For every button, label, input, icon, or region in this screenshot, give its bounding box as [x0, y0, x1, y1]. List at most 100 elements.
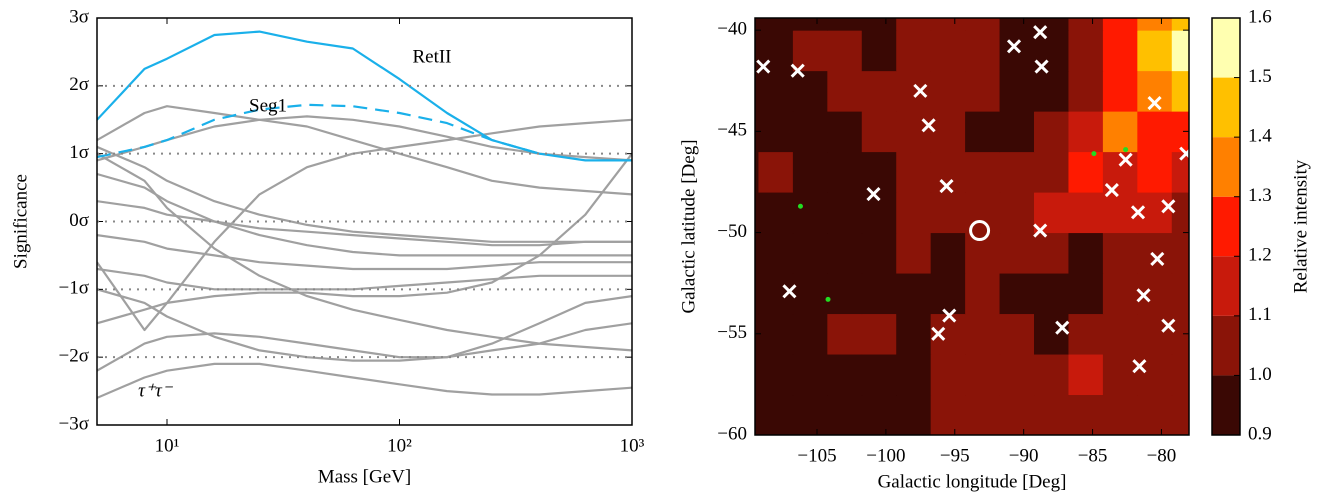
heat-cell	[896, 313, 932, 355]
heat-cell	[999, 394, 1035, 435]
heat-cell	[1171, 394, 1189, 435]
heat-cell	[792, 354, 828, 396]
heat-cell	[1102, 273, 1138, 315]
heat-cell	[792, 70, 828, 112]
heat-cell	[827, 313, 863, 355]
heat-cell	[930, 273, 966, 315]
heat-cell	[861, 313, 897, 355]
colorbar-tick-label: 1.2	[1248, 245, 1272, 266]
heat-cell	[999, 232, 1035, 274]
cross-marker	[942, 308, 957, 323]
heat-cell	[1171, 30, 1189, 72]
heat-cell	[861, 151, 897, 193]
heat-cell	[930, 18, 966, 31]
heat-cell	[999, 18, 1035, 31]
heat-cell	[861, 70, 897, 112]
x-tick-label: −100	[866, 445, 905, 466]
heat-cell	[792, 232, 828, 274]
cross-marker	[1055, 320, 1070, 335]
plot-frame	[754, 17, 1190, 436]
colorbar-tick-label: 1.0	[1248, 364, 1272, 385]
heat-cell	[1068, 394, 1104, 435]
heat-cell	[1034, 394, 1069, 435]
heat-cell	[827, 394, 863, 435]
heat-cell	[1137, 232, 1173, 274]
heat-cell	[1171, 232, 1189, 274]
x-tick-label: −105	[797, 445, 836, 466]
colorbar-tick-label: 1.3	[1248, 185, 1272, 206]
y-tick-label: 2σ	[69, 74, 89, 95]
y-tick-label: −45	[717, 120, 747, 141]
heat-cell	[1102, 232, 1138, 274]
y-tick-label: −2σ	[59, 346, 89, 367]
colorbar-band	[1212, 77, 1240, 138]
y-tick-label: 3σ	[69, 6, 89, 27]
colorbar-tick-label: 1.5	[1248, 66, 1272, 87]
cross-marker	[1104, 183, 1119, 198]
heat-cell	[827, 18, 863, 31]
heat-cell	[792, 18, 828, 31]
heat-cell	[1137, 192, 1173, 234]
cross-marker	[939, 178, 954, 194]
heat-cell	[792, 192, 828, 234]
heat-cell	[827, 70, 863, 112]
heat-cell	[965, 18, 1001, 31]
y-tick-label: −60	[717, 423, 747, 444]
heat-cell	[1171, 111, 1189, 153]
heat-cell	[1171, 70, 1189, 112]
series-line	[97, 145, 632, 243]
source-marker	[825, 296, 831, 302]
plot-area	[755, 18, 1189, 435]
heat-cell	[1171, 313, 1189, 355]
heat-cell	[896, 111, 932, 153]
heat-cell	[792, 273, 828, 315]
heat-cell	[1034, 232, 1069, 274]
colorbar-band	[1212, 196, 1240, 257]
series-line	[97, 153, 632, 325]
heat-cell	[896, 18, 932, 31]
x-tick-label: 10²	[387, 435, 412, 456]
source-marker	[1091, 151, 1097, 157]
cross-marker	[1033, 223, 1048, 238]
cross-marker	[1179, 146, 1189, 161]
series-line	[97, 118, 632, 332]
heat-cell	[861, 354, 897, 396]
heat-cell	[930, 232, 966, 274]
heat-cell	[1102, 70, 1138, 112]
series-line	[97, 30, 632, 162]
cross-marker	[1161, 199, 1176, 214]
x-tick-label: −80	[1147, 445, 1177, 466]
heat-cell	[1034, 192, 1069, 234]
y-axis-label: Significance	[10, 174, 31, 269]
x-axis-label: Galactic longitude [Deg]	[878, 471, 1067, 492]
heat-cell	[1102, 354, 1138, 396]
y-tick-label: −3σ	[59, 413, 89, 434]
heat-cell	[1137, 111, 1173, 153]
heat-cell	[1102, 192, 1138, 234]
heat-cell	[999, 313, 1035, 355]
heat-cell	[1102, 18, 1138, 31]
heat-cell	[1137, 18, 1173, 31]
heat-cell	[861, 394, 897, 435]
y-tick-label: −1σ	[59, 278, 89, 299]
heat-cell	[1034, 111, 1069, 153]
heat-cell	[930, 111, 966, 153]
heat-cell	[1068, 232, 1104, 274]
heat-cell	[896, 151, 932, 193]
heat-cell	[758, 354, 794, 396]
heat-cell	[1034, 151, 1069, 193]
heat-cell	[1171, 273, 1189, 315]
cross-marker	[1130, 205, 1146, 220]
x-tick-label: 10¹	[155, 435, 180, 456]
series-line	[97, 200, 632, 247]
cross-marker	[931, 326, 946, 341]
plot-frame	[96, 17, 633, 426]
cross-marker	[1150, 251, 1165, 266]
series-line	[97, 288, 632, 362]
heat-cell	[861, 111, 897, 153]
cross-marker	[921, 118, 936, 133]
heat-cell	[758, 313, 794, 355]
series-line	[97, 362, 632, 399]
heat-cell	[1068, 313, 1104, 355]
heat-cell	[1102, 30, 1138, 72]
